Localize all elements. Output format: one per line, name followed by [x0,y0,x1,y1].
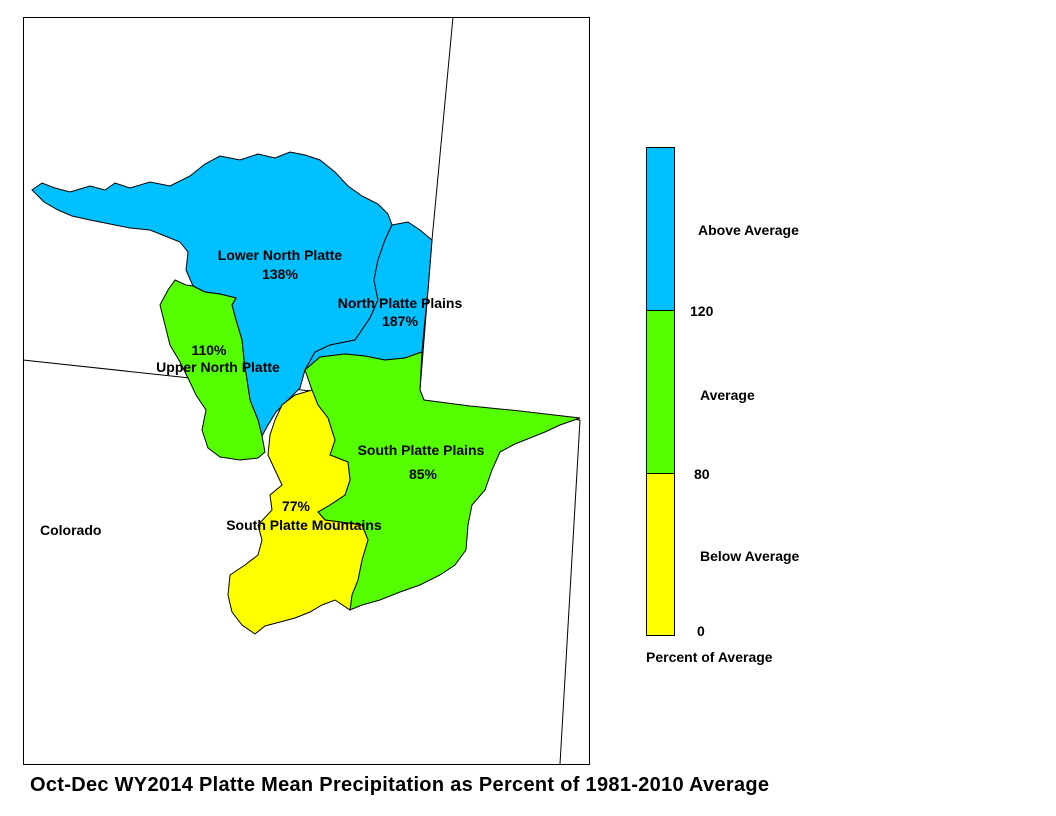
basin-percent-lower-north-platte: 138% [262,266,298,282]
basin-percent-north-platte-plains: 187% [382,313,418,329]
legend-label-average: Average [700,387,755,403]
map-title: Oct-Dec WY2014 Platte Mean Precipitation… [30,774,770,796]
legend-break-120: 120 [690,303,714,319]
basin-upper-north-platte[interactable] [159,279,266,461]
basin-name-south-platte-mountains: South Platte Mountains [226,517,382,533]
legend-swatch-below [646,473,675,636]
state-boundary-line [559,419,581,765]
legend-caption: Percent of Average [646,649,773,665]
legend-break-80: 80 [694,466,710,482]
legend-label-above: Above Average [698,222,799,238]
legend-swatch-average [646,310,675,474]
basin-name-upper-north-platte: Upper North Platte [156,359,280,375]
legend-swatch-above [646,147,675,311]
basin-percent-upper-north-platte: 110% [191,342,227,358]
basin-percent-south-platte-plains: 85% [409,466,438,482]
legend-label-below: Below Average [700,548,800,564]
basin-name-lower-north-platte: Lower North Platte [218,247,343,263]
legend: Above Average Average Below Average 120 … [646,147,800,665]
basin-south-platte-mountains[interactable] [227,389,369,635]
state-label: Colorado [40,522,101,538]
legend-break-0: 0 [697,623,705,639]
basin-percent-south-platte-mountains: 77% [282,498,311,514]
basin-name-north-platte-plains: North Platte Plains [338,295,463,311]
basin-name-south-platte-plains: South Platte Plains [358,442,485,458]
